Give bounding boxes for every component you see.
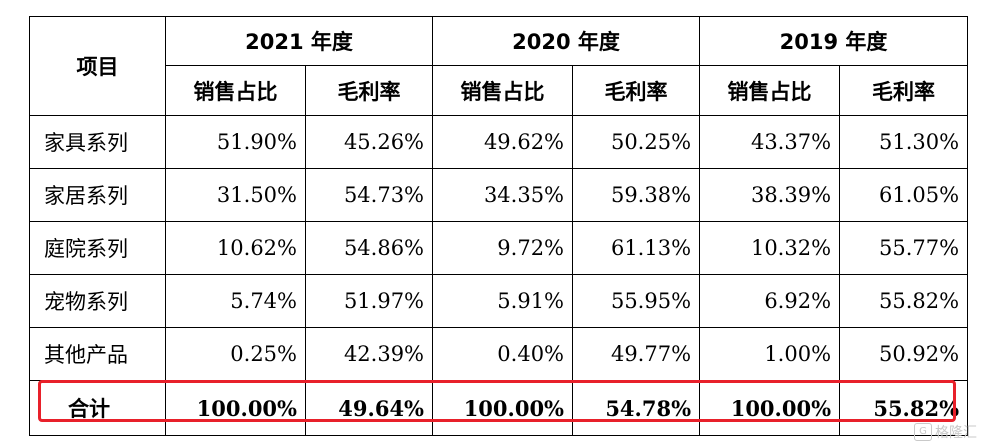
table-cell: 54.73% (304, 168, 434, 222)
watermark: G 格隆汇 (914, 422, 977, 442)
total-cell: 100.00% (432, 380, 574, 436)
sales-share-header: 销售占比 (432, 65, 574, 116)
table-cell: 0.25% (165, 327, 306, 381)
table-cell: 61.13% (572, 221, 701, 275)
table-cell: 10.62% (165, 221, 306, 275)
row-label: 庭院系列 (29, 221, 166, 275)
table-cell: 54.86% (304, 221, 434, 275)
total-cell: 100.00% (165, 380, 306, 436)
row-label: 宠物系列 (29, 274, 166, 328)
table-cell: 9.72% (432, 221, 574, 275)
table-row: 家具系列 51.90% 45.26% 49.62% 50.25% 43.37% … (29, 115, 969, 169)
total-cell: 55.82% (839, 380, 969, 436)
table-cell: 61.05% (839, 168, 969, 222)
table-cell: 5.91% (432, 274, 574, 328)
table-cell: 50.25% (572, 115, 701, 169)
total-cell: 49.64% (304, 380, 434, 436)
table-cell: 59.38% (572, 168, 701, 222)
table-cell: 50.92% (839, 327, 969, 381)
table-cell: 0.40% (432, 327, 574, 381)
table-cell: 1.00% (699, 327, 841, 381)
gross-margin-header: 毛利率 (304, 65, 434, 116)
gross-margin-header: 毛利率 (572, 65, 701, 116)
table-row: 庭院系列 10.62% 54.86% 9.72% 61.13% 10.32% 5… (29, 221, 969, 275)
table-cell: 49.77% (572, 327, 701, 381)
table-cell: 45.26% (304, 115, 434, 169)
row-label: 家具系列 (29, 115, 166, 169)
total-row: 合计 100.00% 49.64% 100.00% 54.78% 100.00%… (29, 380, 969, 436)
table-row: 其他产品 0.25% 42.39% 0.40% 49.77% 1.00% 50.… (29, 327, 969, 381)
table-cell: 42.39% (304, 327, 434, 381)
table-cell: 55.82% (839, 274, 969, 328)
table-cell: 51.30% (839, 115, 969, 169)
sales-share-header: 销售占比 (699, 65, 841, 116)
sales-share-header: 销售占比 (165, 65, 306, 116)
row-label: 其他产品 (29, 327, 166, 381)
table-cell: 55.77% (839, 221, 969, 275)
sales-margin-table: 项目 2021 年度 2020 年度 2019 年度 销售占比 毛利率 销售占比… (29, 16, 969, 436)
table-row: 宠物系列 5.74% 51.97% 5.91% 55.95% 6.92% 55.… (29, 274, 969, 328)
table-cell: 49.62% (432, 115, 574, 169)
gelonghui-logo-icon: G (914, 423, 932, 441)
row-label: 家居系列 (29, 168, 166, 222)
table-cell: 51.90% (165, 115, 306, 169)
header-row-metrics: 销售占比 毛利率 销售占比 毛利率 销售占比 毛利率 (30, 65, 969, 116)
table-cell: 5.74% (165, 274, 306, 328)
item-header: 项目 (29, 16, 166, 116)
table-cell: 43.37% (699, 115, 841, 169)
table-cell: 34.35% (432, 168, 574, 222)
gross-margin-header: 毛利率 (839, 65, 969, 116)
table-row: 家居系列 31.50% 54.73% 34.35% 59.38% 38.39% … (29, 168, 969, 222)
year-header-2020: 2020 年度 (432, 16, 701, 66)
year-header-2021: 2021 年度 (164, 16, 434, 66)
year-header-2019: 2019 年度 (699, 16, 969, 66)
header-row-years: 项目 2021 年度 2020 年度 2019 年度 (29, 16, 969, 116)
table-cell: 55.95% (572, 274, 701, 328)
total-cell: 54.78% (572, 380, 701, 436)
total-cell: 100.00% (699, 380, 841, 436)
total-label: 合计 (29, 380, 166, 436)
table-cell: 10.32% (699, 221, 841, 275)
table-cell: 51.97% (304, 274, 434, 328)
watermark-text: 格隆汇 (935, 425, 977, 441)
table-cell: 6.92% (699, 274, 841, 328)
table-cell: 38.39% (699, 168, 841, 222)
table-cell: 31.50% (165, 168, 306, 222)
